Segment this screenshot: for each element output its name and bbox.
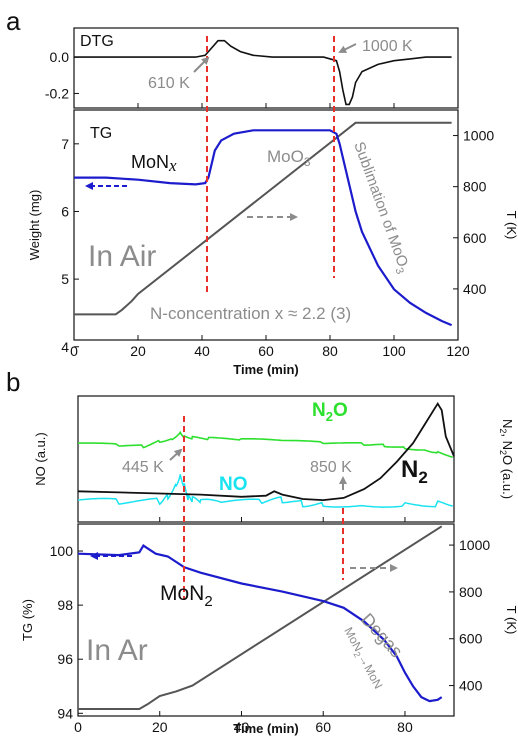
panel-a-weight-line [74, 129, 453, 327]
annotation-monx: MoNx [131, 152, 177, 175]
panel-b-bottom-left-ytick-label: 98 [57, 597, 73, 613]
annotation-1000k: 1000 K [362, 38, 413, 55]
panel-b-ylabel-top-left: NO (a.u.) [33, 432, 48, 485]
panel-b-bottom-ticks: 0 20 40 60 80 94 96 98 100 400 600 800 1000 [50, 537, 491, 735]
panel-a-bottom-xtick-label: 80 [322, 343, 338, 359]
panel-b-bottom-xtick-label: 0 [74, 719, 82, 735]
panel-a-bottom-right-ytick-label: 400 [463, 281, 487, 297]
panel-b-ylabel-bottom-right: T (K) [504, 606, 518, 635]
panel-b-bottom-right-ytick-label: 800 [459, 584, 483, 600]
no-series-line [77, 474, 453, 508]
panel-a-bottom-left-ytick-label: 5 [61, 271, 69, 287]
panel-a-bottom-xtick-label: 0 [70, 343, 78, 359]
panel-a-ylabel-left: Weight (mg) [27, 190, 42, 261]
panel-b-xlabel: Time (min) [233, 721, 299, 736]
panel-b-bottom-xtick-label: 40 [234, 719, 250, 735]
dtg-series-line [74, 39, 452, 106]
arrow-1000k [338, 43, 357, 53]
panel-b-temperature-line [78, 525, 443, 710]
panel-a-label: a [6, 6, 21, 36]
panel-a-bottom-ticks: 0 20 40 60 80 100 120 4 5 6 7 400 600 800 1000 [61, 128, 494, 359]
n2o-series-line [78, 430, 454, 459]
arrow-445k [169, 448, 183, 461]
annotation-mon2: MoN2 [160, 582, 213, 610]
n2-series-line [77, 401, 455, 502]
panel-b-bottom-left-ytick-label: 96 [57, 651, 73, 667]
dtg-label: DTG [80, 33, 114, 50]
panel-b-top-ticks [77, 517, 406, 522]
panel-a-bottom-xtick-label: 100 [382, 343, 406, 359]
panel-b-bottom-right-ytick-label: 400 [459, 678, 483, 694]
annotation-sublimation: Sublimation of MoO3 [347, 140, 413, 276]
annotation-445k: 445 K [122, 459, 164, 476]
panel-a-bottom-right-ytick-label: 600 [463, 230, 487, 246]
annotation-n2o: N2O [312, 400, 348, 424]
panel-b-bottom-left-ytick-label: 100 [50, 543, 74, 559]
panel-a-xlabel: Time (min) [233, 362, 299, 377]
panel-a-bottom-left-ytick-label: 6 [61, 203, 69, 219]
tg-label: TG [90, 125, 112, 142]
panel-b-bottom-right-ytick-label: 1000 [459, 537, 490, 553]
panel-b-tg-line [77, 544, 443, 703]
panel-a-bottom-xtick-label: 120 [446, 343, 470, 359]
panel-b-bottom-xtick-label: 20 [152, 719, 168, 735]
panel-b-top-frame [77, 395, 455, 523]
panel-b-label: b [6, 367, 20, 397]
panel-a-bottom-left-ytick-label: 7 [61, 136, 69, 152]
panel-b-ylabel-bottom-left: TG (%) [20, 599, 35, 641]
annotation-moo3: MoO3 [267, 147, 311, 169]
annotation-610k: 610 K [148, 75, 190, 92]
panel-a-bottom-xtick-label: 40 [194, 343, 210, 359]
annotation-n-concentration: N-concentration x ≈ 2.2 (3) [150, 304, 351, 323]
panel-a-bottom-left-ytick-label: 4 [61, 339, 69, 355]
panel-a-bottom-xtick-label: 60 [258, 343, 274, 359]
panel-a-bottom-right-ytick-label: 800 [463, 179, 487, 195]
annotation-no: NO [219, 474, 248, 495]
annotation-n2: N2 [401, 456, 428, 487]
panel-b-bottom-xtick-label: 80 [397, 719, 413, 735]
panel-a-bottom-right-ytick-label: 1000 [463, 128, 494, 144]
panel-a-temperature-line [74, 121, 452, 316]
annotation-in-air: In Air [88, 240, 156, 273]
annotation-850k: 850 K [310, 459, 352, 476]
panel-a-top-ytick-label: -0.2 [45, 85, 69, 101]
panel-a-bottom-xtick-label: 20 [130, 343, 146, 359]
annotation-in-ar: In Ar [86, 634, 148, 667]
panel-b-bottom-right-ytick-label: 600 [459, 631, 483, 647]
panel-b-bottom-frame [77, 523, 455, 717]
panel-a-ylabel-right: T (K) [504, 211, 518, 240]
panel-b-ylabel-top-right: N2, N2O (a.u.) [498, 419, 515, 499]
arrow-610k [193, 56, 210, 73]
panel-b-bottom-left-ytick-label: 94 [57, 705, 73, 721]
panel-a-top-ytick-label: 0.0 [50, 49, 70, 65]
panel-a-top-ticks: 0.0 -0.2 [45, 49, 459, 108]
panel-b-bottom-xtick-label: 60 [315, 719, 331, 735]
